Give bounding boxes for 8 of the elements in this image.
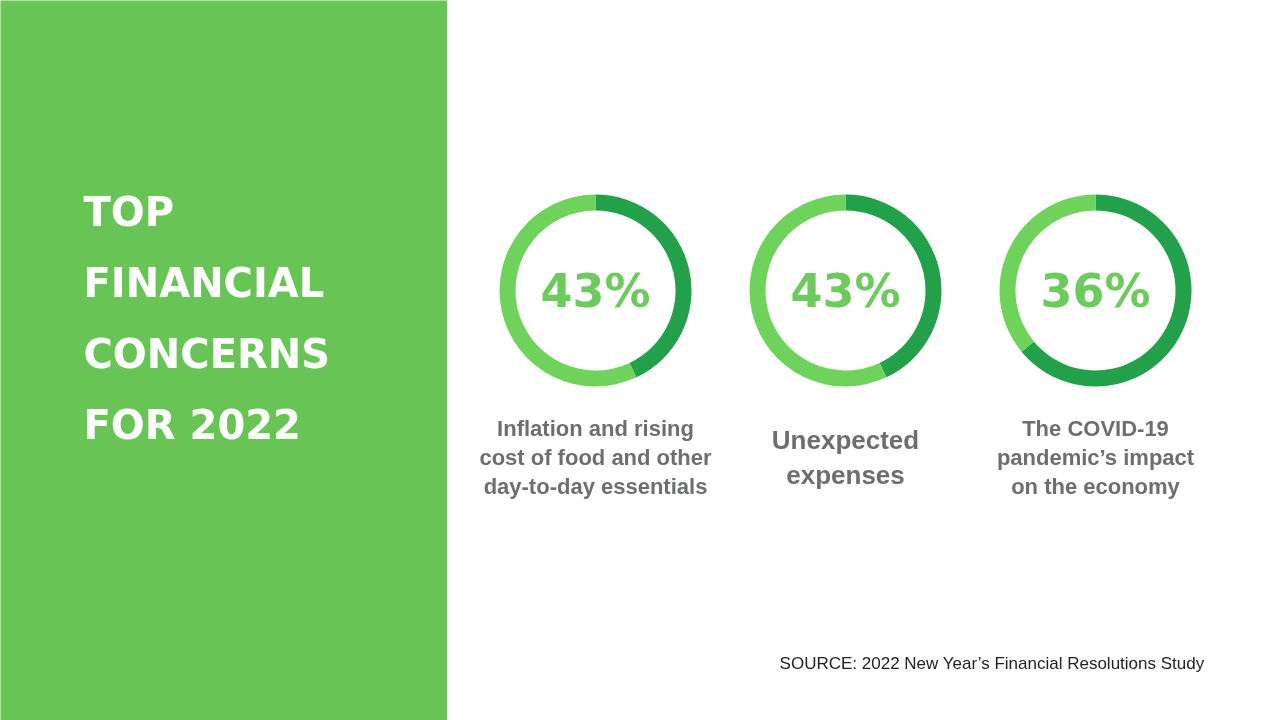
text: Inflation and rising cost of food and other day-to-day essentials bbox=[479, 415, 713, 500]
text: Unexpected expenses bbox=[771, 425, 920, 490]
source-note: SOURCE: 2022 New Year’s Financial Resolutions Study bbox=[779, 654, 1205, 673]
data-label: 43% bbox=[540, 263, 651, 318]
data-label: 36% bbox=[1040, 263, 1151, 318]
data-label: 43% bbox=[790, 263, 901, 318]
text: The COVID-19 pandemic’s impact on the economy bbox=[996, 415, 1195, 500]
text: TOP FINANCIAL CONCERNS FOR 2022 bbox=[83, 189, 331, 448]
